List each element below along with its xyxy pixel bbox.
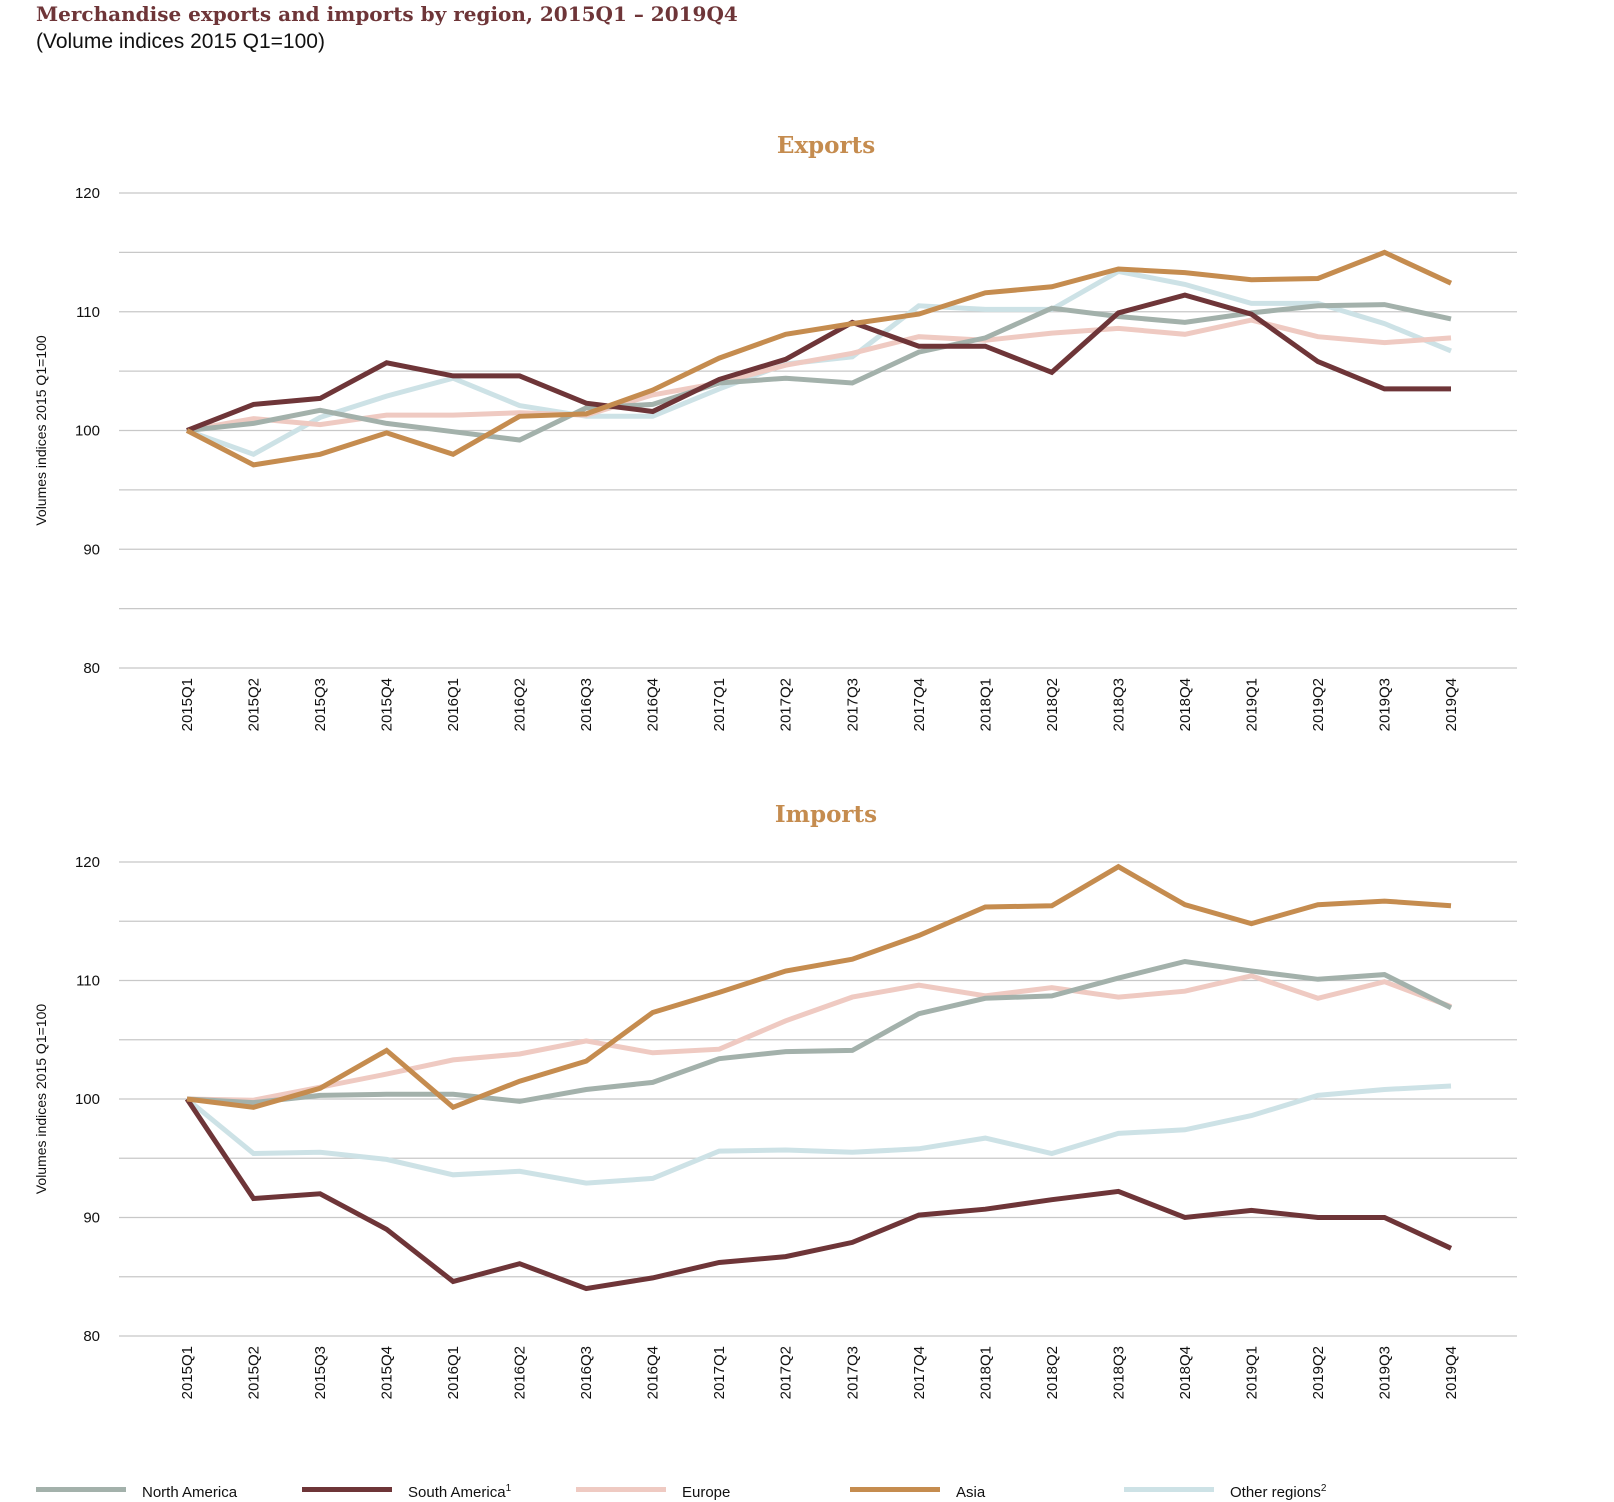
imports-xtick-label: 2018Q2: [1044, 1346, 1061, 1399]
imports-xtick-label: 2017Q1: [711, 1346, 728, 1399]
imports-xtick-label: 2019Q1: [1243, 1346, 1260, 1399]
exports-xtick-label: 2015Q1: [179, 678, 196, 731]
imports-ytick-label: 90: [83, 1210, 100, 1227]
exports-xtick-label: 2018Q1: [977, 678, 994, 731]
exports-series-north-america: [186, 302, 1452, 443]
exports-xtick-label: 2017Q3: [844, 678, 861, 731]
imports-xtick-label: 2015Q3: [312, 1346, 329, 1399]
legend-label-other-regions: Other regions2: [1230, 1483, 1327, 1501]
imports-xtick-label: 2017Q2: [778, 1346, 795, 1399]
exports-series-europe: [186, 317, 1452, 433]
imports-xtick-label: 2016Q4: [645, 1346, 662, 1399]
exports-xtick-label: 2016Q2: [512, 678, 529, 731]
legend-label-asia: Asia: [956, 1484, 986, 1501]
exports-series-other-regions: [186, 268, 1452, 458]
imports-xtick-label: 2015Q4: [379, 1346, 396, 1399]
exports-series-asia: [185, 249, 1453, 468]
legend-swatch-south-america: [302, 1487, 392, 1492]
exports-ytick-label: 80: [83, 660, 100, 677]
imports-series-europe: [186, 973, 1452, 1103]
figure-subtitle: (Volume indices 2015 Q1=100): [36, 30, 325, 53]
exports-xtick-label: 2018Q3: [1110, 678, 1127, 731]
exports-ytick-label: 110: [76, 304, 100, 321]
imports-series-asia: [186, 863, 1452, 1111]
legend: North America South America1 Europe Asia…: [36, 1480, 1596, 1501]
imports-xtick-label: 2017Q4: [911, 1346, 928, 1399]
exports-xtick-label: 2016Q1: [445, 678, 462, 731]
legend-swatch-europe: [576, 1487, 666, 1492]
imports-xtick-label: 2019Q3: [1376, 1346, 1393, 1399]
exports-xtick-label: 2015Q4: [379, 678, 396, 731]
imports-xtick-label: 2019Q2: [1310, 1346, 1327, 1399]
exports-xtick-label: 2015Q3: [312, 678, 329, 731]
exports-xtick-label: 2017Q1: [711, 678, 728, 731]
exports-series-south-america: [186, 292, 1451, 433]
imports-title: Imports: [775, 801, 877, 828]
imports-xtick-label: 2015Q2: [246, 1346, 263, 1399]
imports-series-south-america: [184, 1097, 1453, 1292]
imports-series-other-regions: [185, 1083, 1452, 1186]
exports-xtick-label: 2017Q4: [911, 678, 928, 731]
exports-xtick-label: 2019Q3: [1376, 678, 1393, 731]
exports-xtick-label: 2016Q4: [645, 678, 662, 731]
exports-ytick-label: 120: [75, 185, 100, 202]
imports-xtick-label: 2016Q2: [512, 1346, 529, 1399]
exports-y-axis-label: Volumes indices 2015 Q1=100: [33, 335, 49, 526]
imports-xtick-label: 2017Q3: [844, 1346, 861, 1399]
figure-title: Merchandise exports and imports by regio…: [36, 2, 738, 26]
imports-ytick-label: 110: [76, 973, 100, 990]
exports-xtick-label: 2018Q4: [1177, 678, 1194, 731]
exports-xtick-label: 2019Q2: [1310, 678, 1327, 731]
exports-ytick-label: 90: [83, 541, 100, 558]
exports-title: Exports: [777, 132, 875, 159]
imports-xtick-label: 2018Q3: [1110, 1346, 1127, 1399]
legend-swatch-other-regions: [1124, 1487, 1214, 1492]
imports-xtick-label: 2016Q3: [578, 1346, 595, 1399]
imports-series-north-america: [186, 958, 1453, 1106]
exports-chart: Exports 80 90 100 110 120 Volumes indices 2015…: [33, 132, 1517, 731]
imports-xtick-label: 2019Q4: [1443, 1346, 1460, 1399]
imports-ytick-label: 120: [75, 854, 100, 871]
imports-xtick-label: 2016Q1: [445, 1346, 462, 1399]
exports-xtick-label: 2017Q2: [778, 678, 795, 731]
imports-xtick-label: 2018Q1: [977, 1346, 994, 1399]
legend-label-europe: Europe: [682, 1484, 731, 1501]
imports-y-axis-label: Volumes indices 2015 Q1=100: [33, 1004, 49, 1195]
exports-xtick-label: 2019Q1: [1243, 678, 1260, 731]
legend-label-south-america: South America1: [408, 1483, 512, 1501]
exports-xtick-label: 2016Q3: [578, 678, 595, 731]
exports-xtick-label: 2019Q4: [1443, 678, 1460, 731]
exports-ytick-label: 100: [75, 423, 100, 440]
legend-swatch-north-america: [36, 1487, 126, 1492]
exports-xtick-label: 2015Q2: [246, 678, 263, 731]
imports-xtick-label: 2015Q1: [179, 1346, 196, 1399]
imports-chart: Imports 80 90 100 110 120 Volumes indices 2015…: [33, 801, 1517, 1399]
exports-xtick-label: 2018Q2: [1044, 678, 1061, 731]
imports-ytick-label: 100: [75, 1091, 100, 1108]
chart-header: Merchandise exports and imports by regio…: [36, 2, 738, 54]
imports-ytick-label: 80: [83, 1328, 100, 1345]
imports-xtick-label: 2018Q4: [1177, 1346, 1194, 1399]
legend-label-north-america: North America: [142, 1484, 238, 1501]
legend-swatch-asia: [850, 1487, 940, 1492]
